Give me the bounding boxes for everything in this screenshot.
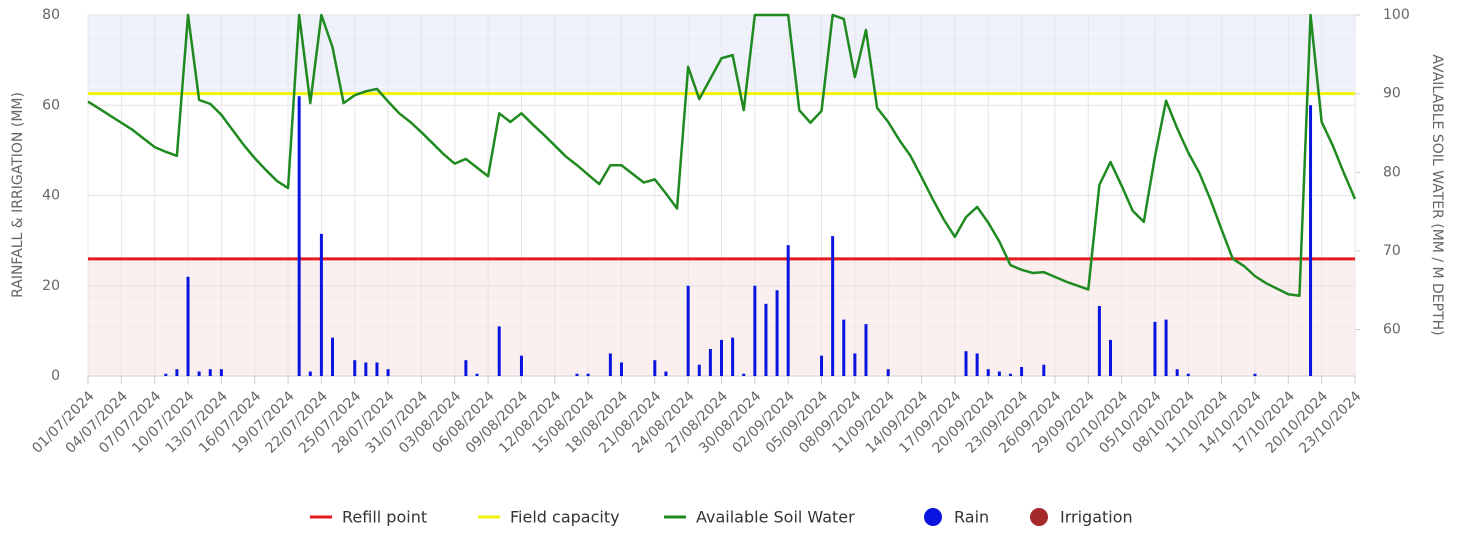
bar — [297, 96, 301, 376]
bar — [864, 324, 868, 376]
bar — [575, 373, 579, 376]
bar — [375, 362, 379, 376]
bar — [608, 353, 612, 376]
bar — [308, 371, 312, 376]
legend-swatch — [924, 508, 942, 526]
bar — [1153, 321, 1157, 376]
bar — [386, 369, 390, 376]
bar — [186, 276, 190, 376]
bar — [653, 360, 657, 376]
bar — [753, 285, 757, 376]
bar — [519, 355, 523, 376]
legend-label: Field capacity — [510, 508, 620, 527]
y-axis-label: RAINFALL & IRRIGATION (MM) — [10, 92, 26, 298]
bar — [997, 371, 1001, 376]
y-tick-label: 0 — [51, 368, 60, 384]
bar — [831, 236, 835, 376]
bar — [1186, 373, 1190, 376]
bar — [820, 355, 824, 376]
bar — [686, 285, 690, 376]
bar — [1042, 364, 1046, 376]
bar — [1253, 373, 1257, 376]
bar — [1008, 373, 1012, 376]
legend-label: Refill point — [342, 508, 427, 527]
bar — [1309, 105, 1313, 376]
bar — [664, 371, 668, 376]
y2-axis-label: AVAILABLE SOIL WATER (MM / M DEPTH) — [1429, 54, 1445, 335]
bar — [331, 337, 335, 376]
y-tick-label: 20 — [42, 278, 60, 294]
bar — [1097, 306, 1101, 376]
bar — [319, 233, 323, 376]
bar — [219, 369, 223, 376]
bar — [720, 339, 723, 376]
bar — [1020, 366, 1024, 376]
bar — [964, 351, 968, 376]
y2-tick-label: 60 — [1383, 322, 1401, 338]
bar — [619, 362, 623, 376]
bar — [764, 303, 768, 376]
bar — [886, 369, 890, 376]
legend-label: Rain — [954, 508, 989, 527]
y-tick-label: 80 — [42, 7, 60, 23]
bar — [497, 326, 501, 376]
bar — [853, 353, 857, 376]
bar — [775, 290, 779, 376]
legend-swatch — [1030, 508, 1048, 526]
bar — [842, 319, 846, 376]
bar — [164, 373, 168, 376]
bar — [464, 360, 468, 376]
bar — [1164, 319, 1168, 376]
bar — [353, 360, 357, 376]
bar — [786, 245, 790, 376]
bar — [731, 337, 735, 376]
bar — [364, 362, 368, 376]
y2-tick-label: 100 — [1383, 7, 1410, 23]
bar — [475, 373, 479, 376]
bar — [175, 369, 179, 376]
line — [87, 13, 1357, 298]
bar — [742, 373, 746, 376]
y-tick-label: 60 — [42, 97, 60, 113]
bar — [586, 373, 590, 376]
y-tick-label: 40 — [42, 188, 60, 204]
y2-tick-label: 80 — [1383, 164, 1401, 180]
bar — [1108, 339, 1112, 376]
bar — [197, 371, 201, 376]
y2-tick-label: 70 — [1383, 243, 1401, 259]
bar — [986, 369, 990, 376]
bar — [1175, 369, 1179, 376]
bar — [208, 369, 212, 376]
legend-label: Irrigation — [1060, 508, 1133, 527]
legend-label: Available Soil Water — [696, 508, 855, 527]
y2-tick-label: 90 — [1383, 86, 1401, 102]
bar — [975, 353, 979, 376]
bar — [708, 348, 712, 376]
bar — [697, 364, 701, 376]
